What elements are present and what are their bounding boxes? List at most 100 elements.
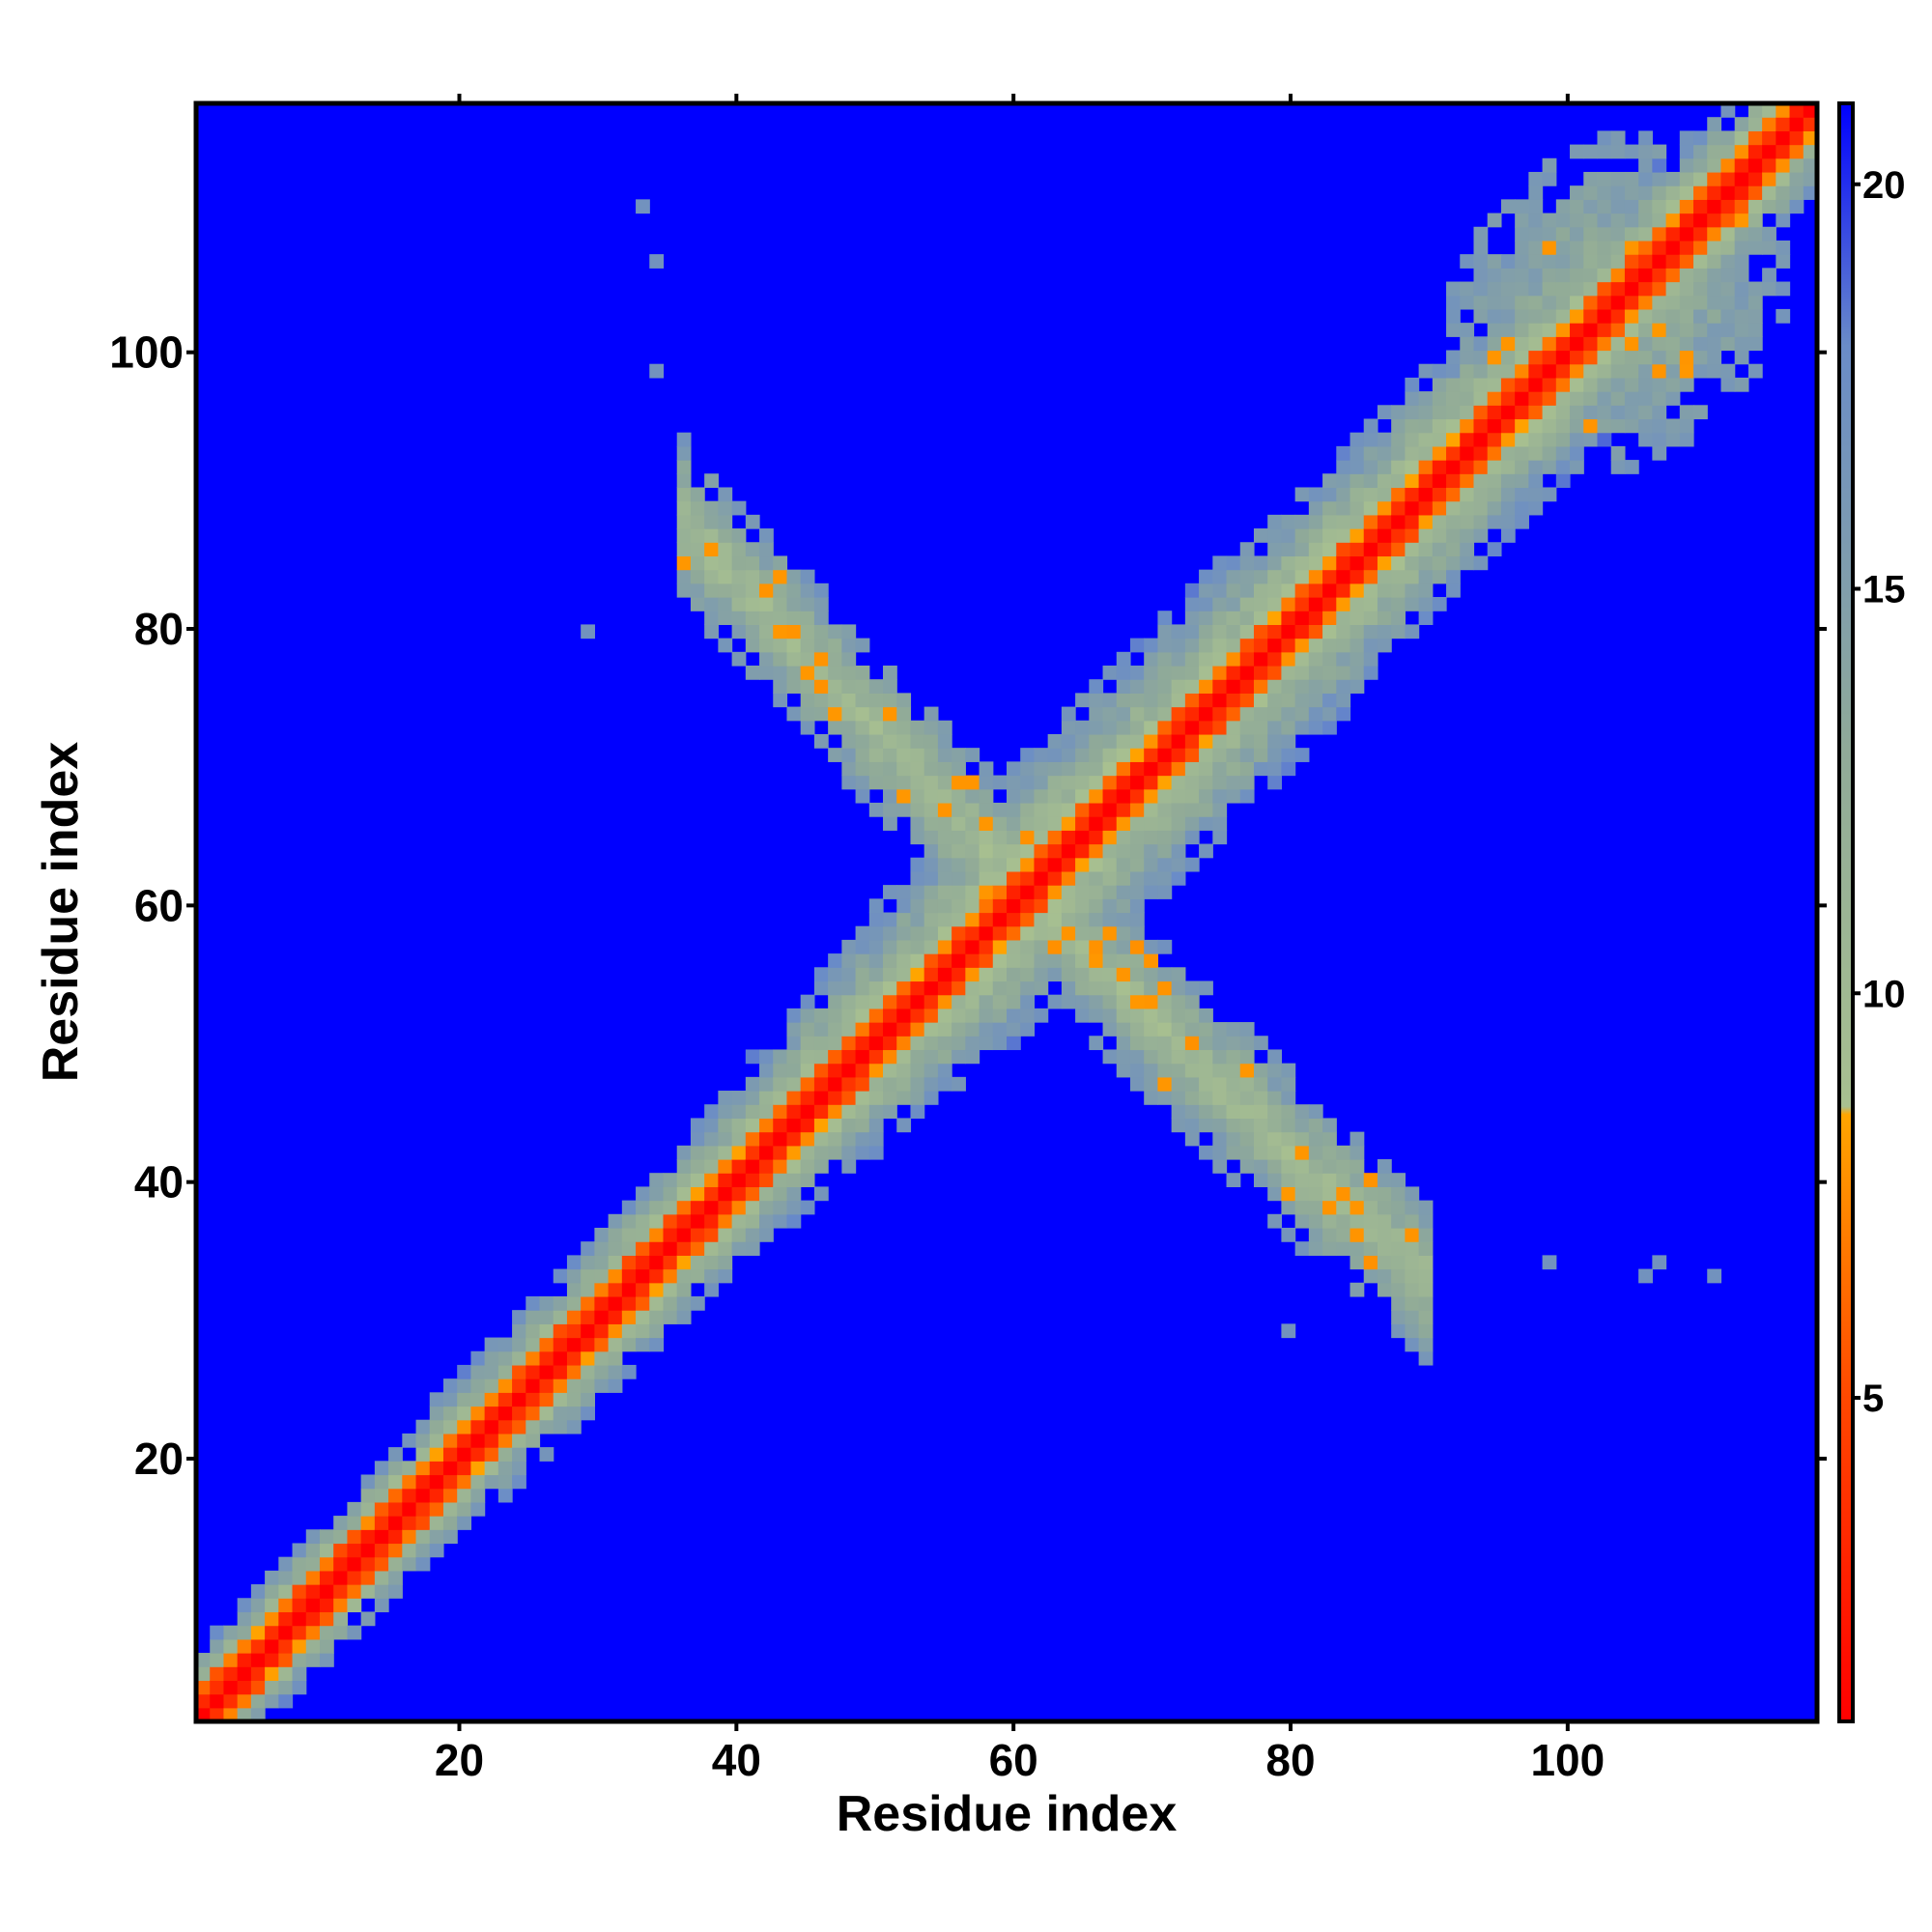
heatmap-cell (718, 542, 733, 557)
heatmap-cell (1652, 323, 1667, 337)
heatmap-cell (636, 1268, 650, 1284)
heatmap-cell (1308, 514, 1323, 529)
heatmap-cell (566, 1406, 582, 1421)
heatmap-cell (813, 980, 829, 996)
heatmap-cell (841, 706, 857, 722)
heatmap-cell (937, 788, 952, 804)
heatmap-cell (813, 706, 829, 722)
heatmap-cell (402, 1556, 417, 1572)
heatmap-cell (1308, 720, 1323, 735)
heatmap-cell (347, 1570, 362, 1585)
heatmap-cell (1418, 363, 1434, 379)
heatmap-cell (442, 1378, 458, 1393)
heatmap-cell (1391, 611, 1406, 625)
heatmap-cell (868, 1076, 884, 1092)
heatmap-cell (731, 528, 747, 543)
heatmap-cell (1034, 816, 1049, 831)
heatmap-cell (937, 720, 952, 735)
heatmap-cell (360, 1543, 376, 1558)
heatmap-cell (1707, 323, 1722, 337)
heatmap-cell (1089, 843, 1104, 859)
heatmap-cell (457, 1461, 472, 1476)
heatmap-cell (1405, 405, 1420, 420)
heatmap-cell (1253, 665, 1268, 680)
heatmap-cell (1144, 748, 1159, 762)
heatmap-cell (1405, 460, 1420, 474)
heatmap-cell (828, 679, 842, 694)
heatmap-cell (1102, 788, 1118, 804)
heatmap-cell (1267, 624, 1283, 639)
heatmap-cell (868, 720, 884, 735)
heatmap-cell (360, 1516, 376, 1530)
heatmap-cell (1418, 1323, 1434, 1339)
heatmap-cell (1336, 1241, 1351, 1256)
heatmap-cell (1116, 679, 1131, 694)
heatmap-cell (800, 679, 815, 694)
heatmap-cell (1336, 624, 1351, 639)
heatmap-cell (1199, 693, 1213, 708)
heatmap-cell (1267, 706, 1283, 722)
heatmap-cell (1102, 1008, 1118, 1023)
heatmap-cell (1061, 748, 1076, 762)
heatmap-cell (923, 870, 939, 886)
heatmap-cell (868, 1145, 884, 1160)
heatmap-cell (965, 925, 980, 941)
heatmap-cell (910, 870, 925, 886)
heatmap-cell (828, 651, 842, 667)
heatmap-cell (1473, 460, 1489, 474)
heatmap-cell (1377, 487, 1392, 502)
heatmap-cell (1570, 405, 1584, 420)
heatmap-cell (1281, 624, 1296, 639)
heatmap-cell (1007, 857, 1021, 872)
colorbar-tick-label: 10 (1862, 973, 1906, 1015)
heatmap-cell (1363, 445, 1378, 461)
heatmap-cell (305, 1556, 321, 1572)
heatmap-cell (1555, 308, 1571, 324)
heatmap-cell (1500, 405, 1516, 420)
heatmap-cell (813, 733, 829, 749)
heatmap-cell (1555, 445, 1571, 461)
heatmap-cell (1144, 1076, 1159, 1092)
heatmap-cell (608, 1310, 623, 1324)
heatmap-cell (1253, 1173, 1268, 1187)
heatmap-cell (636, 1186, 650, 1202)
heatmap-cell (539, 1364, 554, 1379)
heatmap-cell (1281, 679, 1296, 694)
heatmap-cell (1308, 611, 1323, 625)
heatmap-cell (704, 624, 719, 639)
heatmap-cell (1679, 240, 1694, 255)
heatmap-cell (1350, 514, 1365, 529)
heatmap-cell (1570, 185, 1584, 200)
heatmap-cell (1212, 1022, 1228, 1037)
heatmap-cell (1157, 1063, 1173, 1078)
heatmap-cell (1707, 171, 1722, 186)
x-tick-label: 100 (1530, 1735, 1605, 1785)
heatmap-cell (1652, 281, 1667, 297)
heatmap-cell (965, 1049, 980, 1065)
heatmap-cell (1129, 1076, 1145, 1092)
heatmap-cell (1075, 802, 1090, 817)
heatmap-cell (608, 1282, 623, 1297)
heatmap-cell (1515, 281, 1529, 297)
heatmap-cell (1239, 569, 1255, 584)
heatmap-cell (1226, 748, 1241, 762)
heatmap-cell (896, 898, 912, 914)
heatmap-cell (1253, 748, 1268, 762)
heatmap-cell (759, 542, 774, 557)
heatmap-cell (1267, 775, 1283, 790)
heatmap-cell (1707, 157, 1722, 173)
heatmap-cell (649, 1213, 665, 1229)
heatmap-cell (1034, 939, 1049, 954)
heatmap-cell (333, 1516, 349, 1530)
heatmap-cell (800, 693, 815, 708)
heatmap-cell (813, 1186, 829, 1202)
heatmap-cell (210, 1653, 225, 1667)
heatmap-cell (1405, 1227, 1420, 1242)
heatmap-cell (1199, 1022, 1213, 1037)
heatmap-cell (1679, 268, 1694, 283)
heatmap-cell (1281, 733, 1296, 749)
heatmap-cell (1363, 514, 1378, 529)
heatmap-cell (539, 1310, 554, 1324)
heatmap-cell (868, 1008, 884, 1023)
heatmap-cell (718, 1200, 733, 1215)
